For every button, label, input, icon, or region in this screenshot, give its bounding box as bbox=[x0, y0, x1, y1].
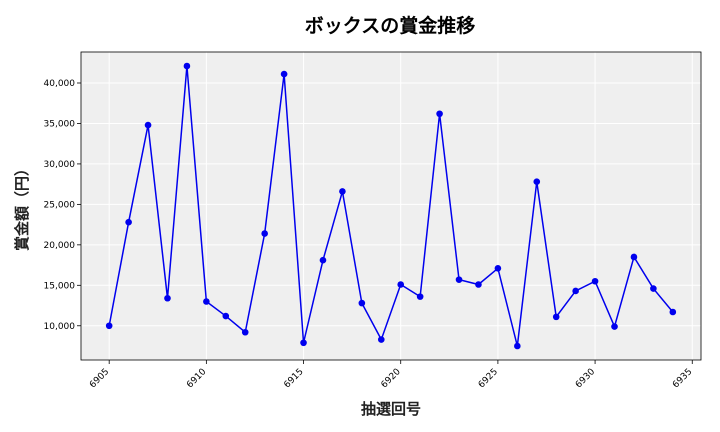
x-tick-label: 6925 bbox=[477, 367, 500, 390]
y-tick-label: 25,000 bbox=[44, 200, 76, 210]
grid bbox=[81, 52, 701, 360]
data-point bbox=[183, 62, 191, 70]
x-tick-label: 6930 bbox=[574, 367, 597, 390]
data-point bbox=[669, 308, 677, 316]
data-point bbox=[300, 339, 307, 347]
plot-frame bbox=[80, 51, 702, 361]
data-point bbox=[552, 313, 560, 321]
data-point bbox=[533, 178, 541, 186]
x-tick-label: 6910 bbox=[185, 367, 208, 390]
data-point bbox=[611, 323, 618, 330]
y-tick-label: 10,000 bbox=[44, 322, 76, 332]
y-tick-label: 40,000 bbox=[44, 79, 76, 89]
data-point bbox=[397, 281, 405, 288]
data-point bbox=[475, 281, 482, 288]
x-tick-label: 6935 bbox=[671, 367, 694, 390]
data-point bbox=[319, 256, 327, 264]
data-point bbox=[650, 285, 657, 292]
data-point bbox=[630, 253, 638, 261]
x-tick-label: 6915 bbox=[282, 367, 305, 390]
data-point bbox=[591, 277, 599, 285]
y-axis-label: 賞金額（円） bbox=[13, 161, 31, 251]
data-point bbox=[203, 298, 210, 305]
data-point bbox=[494, 265, 502, 272]
series-line bbox=[108, 65, 674, 347]
data-point bbox=[164, 294, 171, 302]
data-point bbox=[241, 328, 249, 336]
data-point bbox=[261, 230, 268, 237]
data-point bbox=[144, 121, 152, 129]
data-point bbox=[339, 188, 346, 195]
data-point bbox=[358, 299, 366, 307]
y-tick-label: 30,000 bbox=[44, 160, 76, 170]
data-point bbox=[125, 218, 132, 226]
x-tick-label: 6920 bbox=[380, 367, 403, 390]
data-point bbox=[514, 342, 521, 350]
data-point bbox=[455, 276, 463, 283]
y-tick-label: 35,000 bbox=[44, 119, 76, 129]
x-axis-label: 抽選回号 bbox=[361, 400, 421, 418]
x-tick-label: 6905 bbox=[88, 367, 111, 390]
data-point bbox=[572, 287, 579, 295]
data-point bbox=[436, 110, 443, 118]
y-tick-label: 15,000 bbox=[44, 281, 76, 291]
data-point bbox=[280, 70, 288, 78]
data-point bbox=[416, 293, 424, 300]
chart-title: ボックスの賞金推移 bbox=[305, 14, 475, 37]
data-point bbox=[377, 336, 385, 343]
data-point bbox=[222, 312, 230, 320]
series-layer bbox=[105, 62, 677, 350]
y-tick-label: 20,000 bbox=[44, 241, 76, 251]
data-point bbox=[105, 322, 113, 330]
